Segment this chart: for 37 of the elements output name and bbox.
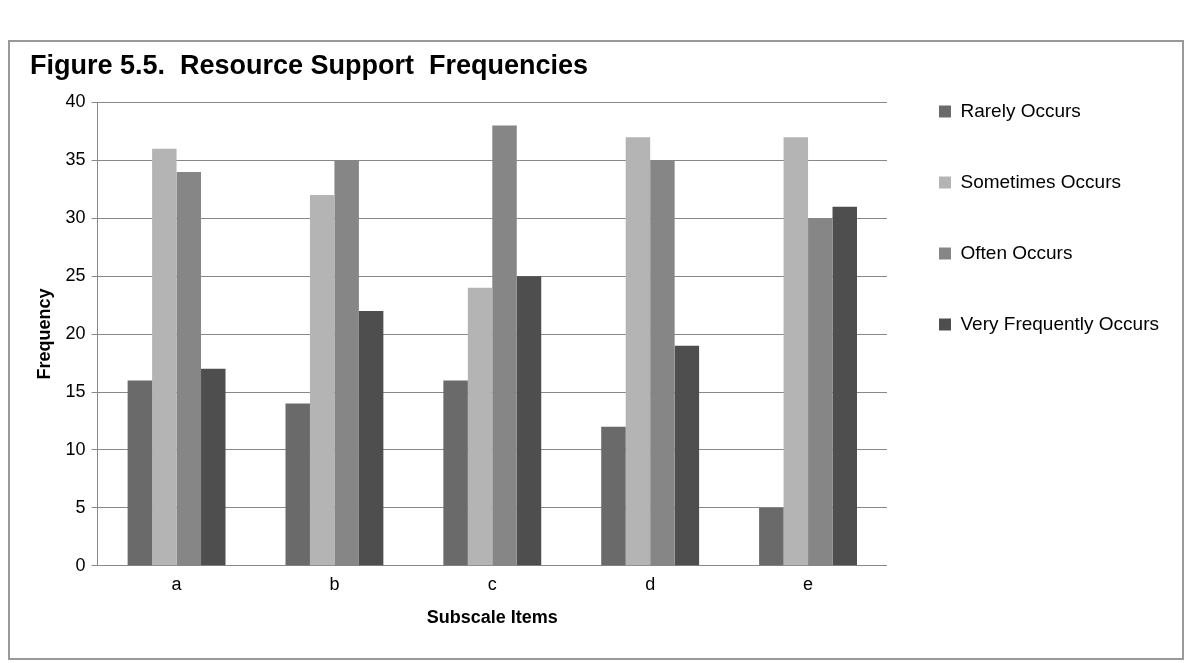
- legend-label: Rarely Occurs: [960, 99, 1081, 121]
- x-tick-label: c: [487, 573, 497, 594]
- bar: [625, 137, 651, 566]
- y-axis-title: Frequency: [33, 288, 54, 380]
- y-tick-label: 20: [65, 323, 86, 344]
- chart-title: Figure 5.5. Resource Support Frequencies: [30, 49, 589, 80]
- bar: [601, 426, 626, 566]
- y-tick-label: 10: [65, 438, 86, 459]
- bar: [443, 380, 468, 566]
- y-tick-label: 40: [65, 91, 86, 112]
- x-tick-label: b: [329, 573, 340, 594]
- x-tick-label: e: [803, 573, 814, 594]
- bar: [808, 218, 833, 566]
- bar: [152, 148, 177, 566]
- y-tick-label: 35: [65, 149, 86, 170]
- bar: [201, 368, 226, 566]
- legend-label: Often Occurs: [960, 241, 1073, 263]
- bar: [759, 507, 784, 566]
- bar: [358, 310, 384, 566]
- bar: [285, 403, 310, 566]
- bar: [309, 195, 335, 566]
- legend-label: Sometimes Occurs: [960, 170, 1121, 192]
- x-tick-label: a: [171, 573, 183, 594]
- y-tick-label: 25: [65, 265, 86, 286]
- bar: [516, 276, 542, 566]
- bar: [832, 206, 857, 566]
- y-tick-label: 0: [75, 554, 86, 575]
- y-tick-label: 30: [65, 207, 86, 228]
- y-tick-label: 15: [65, 380, 86, 401]
- bar: [467, 287, 493, 566]
- x-tick-label: d: [645, 573, 656, 594]
- legend-label: Very Frequently Occurs: [960, 312, 1160, 334]
- bar: [783, 137, 809, 566]
- x-axis-title: Subscale Items: [426, 607, 558, 628]
- bar: [127, 380, 153, 566]
- y-tick-label: 5: [75, 496, 86, 517]
- bar: [674, 345, 700, 566]
